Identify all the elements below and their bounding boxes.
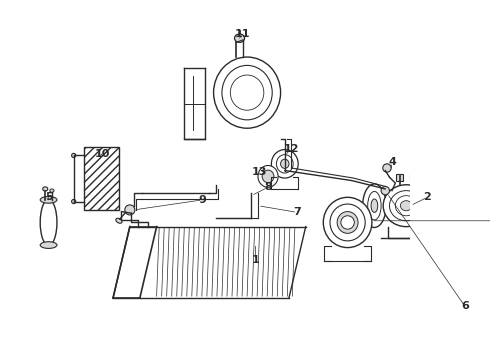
Ellipse shape	[262, 170, 274, 183]
Circle shape	[341, 216, 354, 229]
Ellipse shape	[383, 185, 429, 227]
Circle shape	[125, 205, 135, 215]
Ellipse shape	[72, 199, 76, 204]
Text: 6: 6	[461, 301, 469, 311]
Ellipse shape	[214, 57, 281, 128]
Text: 11: 11	[235, 29, 251, 39]
Ellipse shape	[258, 166, 278, 187]
Text: 8: 8	[264, 182, 272, 192]
Bar	[84, 147, 119, 210]
Circle shape	[381, 186, 390, 195]
Text: 1: 1	[251, 255, 259, 265]
Text: 9: 9	[199, 195, 207, 205]
Ellipse shape	[40, 197, 57, 203]
Ellipse shape	[400, 201, 412, 211]
Circle shape	[383, 164, 391, 172]
Ellipse shape	[368, 192, 381, 220]
Ellipse shape	[276, 154, 293, 173]
Ellipse shape	[222, 66, 272, 120]
Ellipse shape	[390, 191, 423, 221]
Ellipse shape	[50, 189, 54, 192]
Ellipse shape	[363, 184, 386, 228]
Ellipse shape	[330, 204, 365, 241]
Text: 5: 5	[45, 192, 52, 202]
Ellipse shape	[40, 199, 57, 246]
Ellipse shape	[43, 187, 48, 191]
Bar	[396, 174, 403, 181]
Ellipse shape	[72, 153, 76, 158]
Ellipse shape	[40, 242, 57, 248]
Ellipse shape	[271, 150, 298, 178]
Ellipse shape	[337, 212, 358, 233]
Text: 7: 7	[294, 207, 301, 217]
Ellipse shape	[235, 34, 245, 42]
Bar	[410, 174, 416, 181]
Text: 12: 12	[284, 144, 299, 154]
Ellipse shape	[281, 159, 289, 168]
Text: 13: 13	[252, 167, 268, 177]
Text: 4: 4	[388, 157, 396, 167]
Text: 10: 10	[95, 149, 110, 159]
Ellipse shape	[116, 218, 122, 223]
Ellipse shape	[371, 199, 378, 212]
Ellipse shape	[395, 195, 417, 216]
Text: 2: 2	[423, 192, 431, 202]
Ellipse shape	[323, 197, 372, 248]
